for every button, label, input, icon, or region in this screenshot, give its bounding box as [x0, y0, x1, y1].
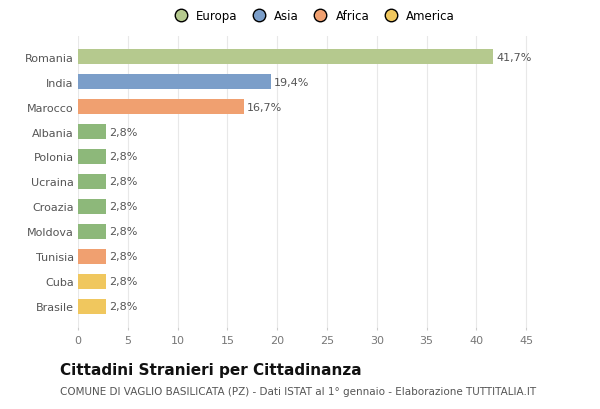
Legend: Europa, Asia, Africa, America: Europa, Asia, Africa, America: [167, 8, 457, 25]
Bar: [78, 225, 106, 239]
Bar: [78, 100, 244, 115]
Text: Cittadini Stranieri per Cittadinanza: Cittadini Stranieri per Cittadinanza: [60, 362, 362, 377]
Bar: [78, 75, 271, 90]
Text: 19,4%: 19,4%: [274, 77, 310, 88]
Text: COMUNE DI VAGLIO BASILICATA (PZ) - Dati ISTAT al 1° gennaio - Elaborazione TUTTI: COMUNE DI VAGLIO BASILICATA (PZ) - Dati …: [60, 387, 536, 396]
Bar: [78, 150, 106, 164]
Text: 2,8%: 2,8%: [109, 152, 137, 162]
Bar: [78, 249, 106, 264]
Bar: [78, 200, 106, 214]
Text: 2,8%: 2,8%: [109, 276, 137, 287]
Bar: [78, 125, 106, 139]
Text: 2,8%: 2,8%: [109, 127, 137, 137]
Bar: [78, 274, 106, 289]
Text: 2,8%: 2,8%: [109, 177, 137, 187]
Text: 16,7%: 16,7%: [247, 102, 283, 112]
Text: 2,8%: 2,8%: [109, 202, 137, 212]
Text: 41,7%: 41,7%: [496, 52, 532, 63]
Bar: [78, 50, 493, 65]
Text: 2,8%: 2,8%: [109, 227, 137, 237]
Text: 2,8%: 2,8%: [109, 252, 137, 262]
Bar: [78, 175, 106, 189]
Text: 2,8%: 2,8%: [109, 301, 137, 312]
Bar: [78, 299, 106, 314]
